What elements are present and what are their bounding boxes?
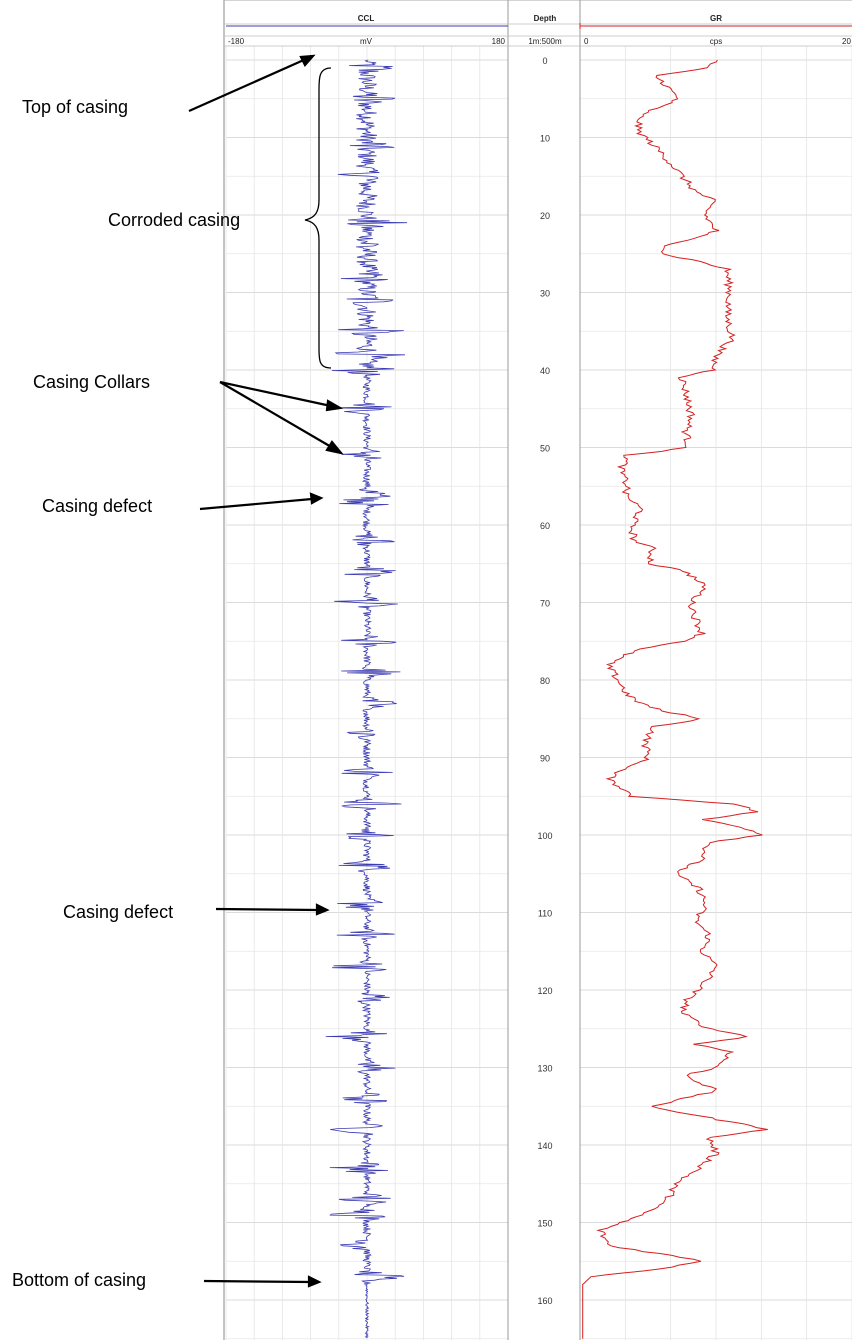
ccl-track-title: CCL [358,14,375,23]
gr-unit: cps [710,37,722,46]
depth-tick-label: 110 [538,909,552,919]
annotation-label: Bottom of casing [12,1270,146,1290]
depth-tick-label: 60 [540,521,550,531]
grid-layer [223,0,852,1340]
gr-scale-min: 0 [584,37,589,46]
depth-tick-label: 90 [540,754,550,764]
depth-track-title: Depth [534,14,557,23]
arrow-bottom-of-casing [203,1279,311,1284]
arrow-collar-2 [219,381,334,449]
annotation-label: Top of casing [22,97,128,117]
gr-curve [582,59,768,1339]
depth-tick-label: 120 [537,986,552,996]
annotation-label: Corroded casing [108,210,240,230]
annotation-label: Casing Collars [33,372,150,392]
depth-tick-label: 40 [540,366,550,376]
depth-tick-label: 100 [537,831,552,841]
ccl-scale-max: 180 [492,37,506,46]
gr-scale-max: 20 [842,37,851,46]
header: CCL -180 mV 180 Depth 1m:500m GR 0 cps 2… [224,14,852,47]
depth-tick-label: 80 [540,676,550,686]
depth-tick-label: 140 [537,1141,552,1151]
depth-tick-label: 10 [540,134,550,144]
depth-tick-label: 0 [542,56,547,66]
depth-tick-label: 50 [540,444,550,454]
ccl-curve [325,59,408,1339]
arrow-collar-1 [219,380,332,408]
annotation-label: Casing defect [63,902,173,922]
corroded-interval-brace [304,67,332,369]
arrow-top-of-casing [188,57,307,113]
arrow-defect-1 [199,497,313,511]
annotation-label: Casing defect [42,496,152,516]
depth-tick-label: 130 [537,1064,552,1074]
annotation-arrows [188,54,344,1288]
ccl-unit: mV [360,37,373,46]
depth-tick-label: 150 [537,1219,552,1229]
depth-tick-labels: 0 10 20 30 40 50 60 70 80 90 100 110 120 130 140 150 160 [537,56,552,1306]
depth-scale: 1m:500m [528,37,562,46]
depth-tick-label: 70 [540,599,550,609]
gr-track-title: GR [710,14,722,23]
depth-tick-label: 20 [540,211,550,221]
ccl-scale-min: -180 [228,37,245,46]
depth-tick-label: 160 [537,1296,552,1306]
depth-tick-label: 30 [540,289,550,299]
annotations: Top of casing Corroded casing Casing Col… [12,54,344,1290]
arrow-defect-2 [215,907,319,912]
